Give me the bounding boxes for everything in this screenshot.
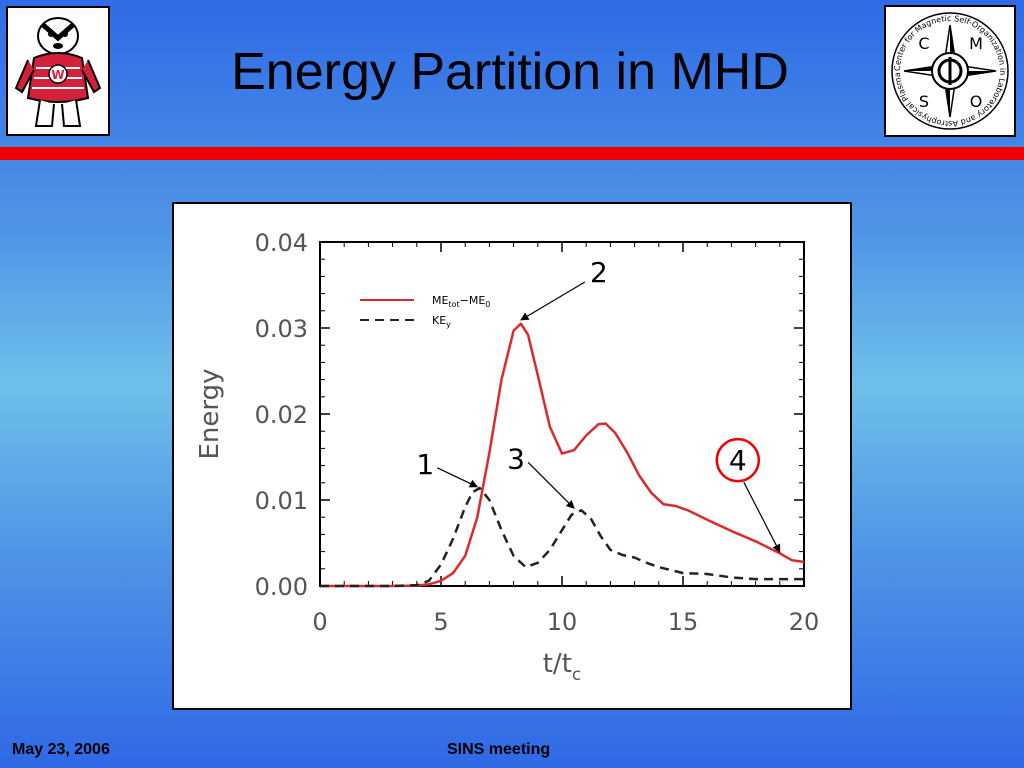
annotation-label-3: 3 [507, 442, 525, 475]
chart-legend: MEtot−ME0 KEy [360, 294, 490, 329]
x-tick-label: 15 [668, 608, 699, 636]
footer-meeting: SINS meeting [447, 741, 551, 758]
x-axis-label: t/tc [543, 649, 582, 685]
series-line-me-tot [320, 322, 805, 588]
logo-letter-c: C [918, 34, 929, 53]
y-tick-label: 0.01 [255, 487, 308, 515]
logo-letter-m: M [969, 34, 983, 53]
annotation-arrow [743, 481, 781, 553]
legend-label-main: ME [432, 294, 448, 307]
legend-label: KEy [432, 314, 451, 329]
legend-label-sub: tot [448, 300, 459, 309]
annotation-arrow [520, 281, 586, 321]
annotation-label-2: 2 [590, 256, 608, 289]
annotation-arrow [527, 461, 575, 509]
legend-label: MEtot−ME0 [432, 294, 490, 309]
x-axis-label-subscript: c [572, 665, 581, 685]
legend-label-mid: −ME [460, 294, 486, 307]
legend-label-sub: 0 [485, 300, 490, 309]
slide-title: Energy Partition in MHD [231, 43, 789, 101]
x-tick-label: 10 [547, 608, 578, 636]
y-tick-label: 0.03 [255, 315, 308, 343]
chart-annotations: 1 2 3 4 [416, 256, 781, 553]
logo-letter-o: O [970, 92, 983, 111]
y-tick-label: 0.04 [255, 229, 308, 257]
chart-series [320, 322, 805, 588]
x-tick-label: 5 [433, 608, 448, 636]
y-tick-label: 0.00 [255, 573, 308, 601]
annotation-label-4: 4 [729, 444, 747, 477]
title-divider [0, 147, 1024, 160]
annotation-arrow [437, 467, 479, 488]
cmso-compass-icon: Center for Magnetic Self-Organization in… [884, 0, 1009, 130]
svg-text:W: W [51, 68, 64, 82]
legend-label-sub: y [446, 320, 451, 329]
legend-label-main: KE [432, 314, 446, 327]
plot-border [319, 241, 805, 587]
x-tick-label: 20 [789, 608, 820, 636]
logo-letter-s: S [919, 92, 929, 111]
y-tick-label: 0.02 [255, 401, 308, 429]
badger-mascot-icon: W [14, 17, 102, 127]
chart-frame: 0 5 10 15 20 0.00 0.01 0.02 0.03 0.04 t/tc Energy M… [172, 202, 852, 710]
cmso-logo: Center for Magnetic Self-Organization in… [884, 0, 1016, 137]
footer-date: May 23, 2006 [12, 741, 110, 758]
y-axis-label: Energy [195, 368, 225, 459]
annotation-label-1: 1 [416, 448, 434, 481]
series-line-ke-y [320, 486, 804, 588]
badger-logo: W [6, 6, 110, 136]
x-tick-label: 0 [312, 608, 327, 636]
annotation-circle [715, 437, 761, 483]
